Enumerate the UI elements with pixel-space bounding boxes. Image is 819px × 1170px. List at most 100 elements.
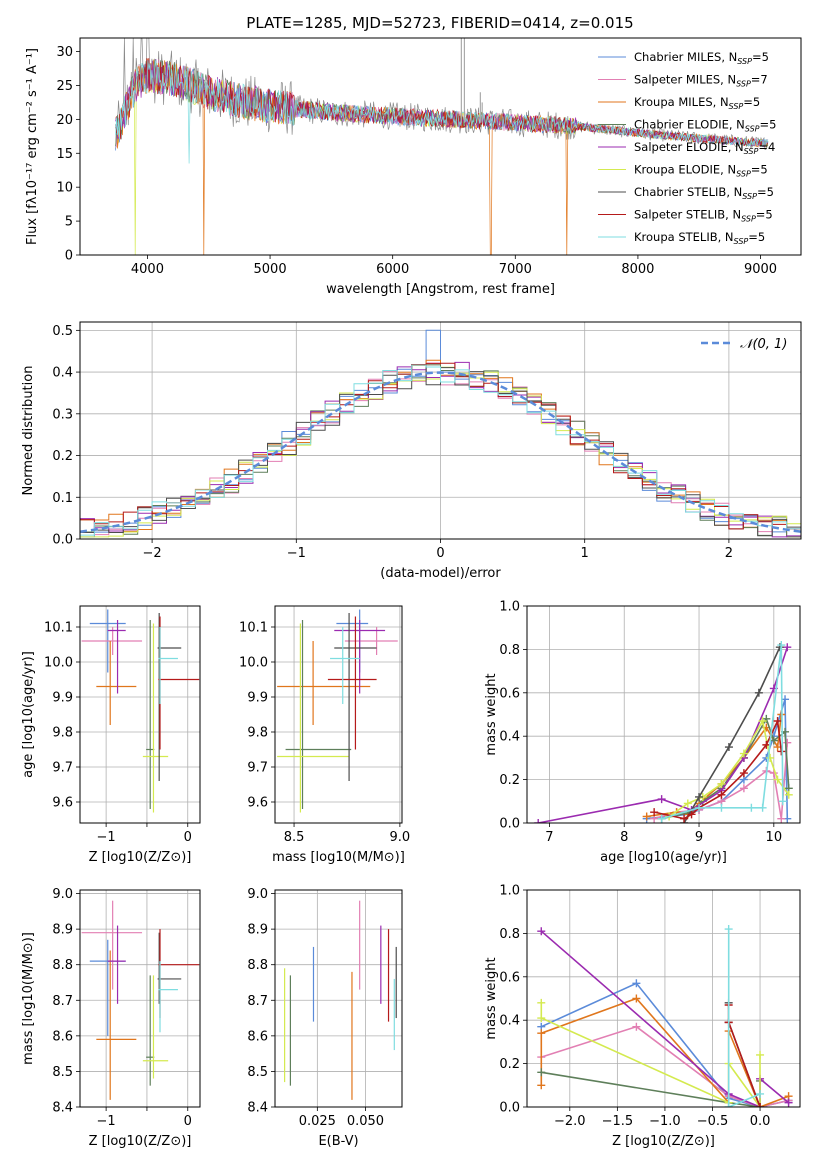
legend-label: Salpeter STELIB, NSSP=5 (634, 208, 773, 224)
x-tick-label: −0.5 (697, 1114, 729, 1129)
weight-marker (537, 927, 546, 936)
legend-text: Kroupa STELIB, N (634, 230, 734, 244)
weight-marker (642, 812, 651, 821)
y-tick-label: 0.4 (52, 366, 73, 381)
plot-area-age-vs-mass (277, 609, 398, 813)
panel-age-vs-mass: 8.5 9.0 9.6 9.7 9.8 9.9 10.0 10.1 mass [log10(M/… (239, 605, 411, 865)
y-axis-label: Flux [fλ10⁻¹⁷ erg cm⁻² s⁻¹ A⁻¹] (25, 48, 40, 245)
x-axis-label: (data-model)/error (380, 566, 501, 581)
x-axis-label: mass [log10(M/M⊙)] (272, 850, 405, 865)
legend-subscript: SSP (742, 192, 757, 201)
legend-label: Salpeter ELODIE, NSSP=4 (634, 140, 775, 156)
legend-value: =5 (756, 208, 773, 222)
y-axis-label: mass weight (484, 673, 499, 755)
weight-marker (683, 799, 692, 808)
weight-line (540, 930, 790, 1107)
weight-marker (650, 808, 659, 817)
axes-frame (526, 605, 801, 824)
weight-marker (537, 1081, 546, 1090)
legend-label: Kroupa ELODIE, NSSP=5 (634, 163, 768, 179)
y-tick-label: 8.9 (52, 923, 73, 938)
grid-mass-vs-Z (80, 890, 200, 1108)
x-tick-label: 1 (581, 546, 589, 561)
x-tick-label: −2 (143, 546, 162, 561)
legend-text: Kroupa ELODIE, N (634, 163, 736, 177)
weight-marker (537, 1029, 546, 1038)
panel-weight-vs-Z: −2.0 −1.5 −1.0 −0.5 0.0 0.0 0.2 0.4 0.6 0.8 1.0 Z [… (484, 884, 801, 1149)
panel-age-vs-Z: −1 0 9.6 9.7 9.8 9.9 10.0 10.1 Z [log10(Z/Z⊙)] ag… (21, 605, 201, 865)
y-tick-label: 30 (56, 45, 73, 60)
axes-frame (79, 321, 802, 540)
y-tick-label: 8.8 (52, 958, 73, 973)
y-tick-label: 9.9 (247, 691, 268, 706)
x-tick-label: −1.0 (649, 1114, 681, 1129)
legend-label: Chabrier STELIB, NSSP=5 (634, 185, 774, 201)
weight-marker (777, 747, 786, 756)
weight-line (538, 646, 789, 823)
x-tick-label: −2.0 (554, 1114, 586, 1129)
y-tick-label: 0.6 (499, 686, 520, 701)
x-tick-label: 2 (725, 546, 733, 561)
weight-marker (777, 814, 786, 823)
legend-value: =5 (751, 163, 768, 177)
y-tick-label: 9.6 (247, 796, 268, 811)
x-tick-label: 0.050 (347, 1114, 384, 1129)
weight-marker (769, 736, 778, 745)
plot-area-weight-vs-Z (537, 925, 793, 1107)
x-tick-label: 9000 (744, 262, 777, 277)
legend-subscript: SSP (744, 147, 759, 156)
legend-value: =5 (748, 230, 765, 244)
y-tick-label: 9.7 (52, 761, 73, 776)
grid-age-vs-mass (275, 606, 402, 823)
y-tick-label: 0.0 (499, 1101, 520, 1116)
weight-marker (657, 814, 666, 823)
legend-subscript: SSP (745, 125, 760, 134)
plot-area-weight-vs-age (534, 641, 793, 823)
weight-marker (632, 1022, 641, 1031)
plot-area-spectrum (115, 38, 769, 255)
weight-marker (717, 779, 726, 788)
y-tick-label: 10.1 (44, 621, 73, 636)
y-tick-label: 0.4 (499, 730, 520, 745)
legend-text: Chabrier STELIB, N (634, 185, 742, 199)
panel-weight-vs-age: 7 8 9 10 0.0 0.2 0.4 0.6 0.8 1.0 age [log10(age/yr… (484, 600, 801, 865)
legend-value: =5 (760, 118, 777, 132)
y-tick-label: 8.5 (52, 1065, 73, 1080)
y-tick-label: 0.8 (499, 927, 520, 942)
weight-marker (724, 743, 733, 752)
weight-marker (773, 717, 782, 726)
weight-marker (784, 790, 793, 799)
weight-line (727, 1002, 761, 1107)
weight-marker (756, 1050, 765, 1059)
y-tick-label: 8.5 (247, 1065, 268, 1080)
y-tick-label: 0.0 (52, 533, 73, 548)
weight-marker (739, 784, 748, 793)
x-tick-label: −1.5 (602, 1114, 634, 1129)
x-tick-label: 9.0 (390, 830, 411, 845)
axes-frame (79, 37, 802, 256)
y-tick-label: 8.6 (247, 1029, 268, 1044)
plot-area-residuals (80, 329, 801, 538)
y-axis-label: age [log10(age/yr)] (21, 651, 36, 778)
y-tick-label: 0.2 (499, 773, 520, 788)
weight-marker (695, 803, 704, 812)
plots-layer: 4000 5000 6000 7000 8000 9000051015202530wave… (21, 37, 802, 1149)
y-tick-label: 8.7 (247, 994, 268, 1009)
x-tick-label: 8000 (621, 262, 654, 277)
legend-label: Chabrier ELODIE, NSSP=5 (634, 118, 776, 134)
y-tick-label: 8.8 (247, 958, 268, 973)
weight-marker (778, 797, 787, 806)
x-tick-label: 0.025 (299, 1114, 336, 1129)
grid-age-vs-Z (80, 606, 200, 823)
x-tick-label: 6000 (376, 262, 409, 277)
weight-marker (687, 810, 696, 819)
legend-subscript: SSP (729, 102, 744, 111)
y-tick-label: 0.0 (499, 817, 520, 832)
legend-text: Salpeter MILES, N (634, 73, 736, 87)
weight-marker (717, 790, 726, 799)
grid-weight-vs-Z (527, 889, 800, 1108)
y-tick-label: 10.0 (239, 656, 268, 671)
y-tick-label: 0.5 (52, 324, 73, 339)
